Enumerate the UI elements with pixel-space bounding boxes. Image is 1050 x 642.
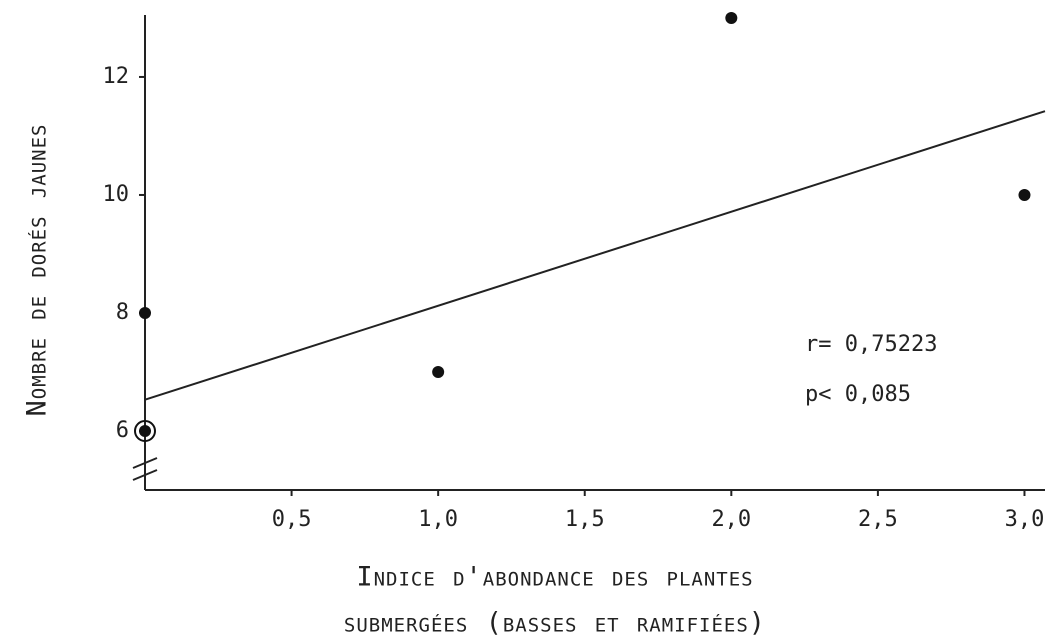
x-tick-label: 1,0: [418, 507, 458, 532]
annotation: r= 0,75223: [805, 332, 937, 357]
x-tick-label: 0,5: [272, 507, 312, 532]
x-tick-label: 1,5: [565, 507, 605, 532]
y-tick-label: 6: [116, 418, 129, 443]
point: [1018, 188, 1031, 201]
trend-line: [144, 110, 1046, 401]
point: [725, 11, 738, 24]
x-tick-label: 2,5: [858, 507, 898, 532]
point: [139, 306, 151, 319]
point-ring: [134, 419, 156, 442]
annotation: p< 0,085: [805, 382, 911, 407]
y-tick-label: 8: [116, 300, 129, 325]
point: [432, 365, 445, 378]
point: [139, 424, 151, 437]
axis-break: [132, 469, 158, 481]
y-tick-label: 10: [103, 182, 130, 207]
x-axis-label: submergées (basses et ramifiées): [344, 608, 766, 639]
x-tick-label: 3,0: [1005, 507, 1045, 532]
y-axis-label: Nombre de dorés jaunes: [22, 124, 53, 417]
x-tick-label: 2,0: [711, 507, 751, 532]
y-tick-label: 12: [103, 64, 130, 89]
axis-break: [132, 457, 158, 469]
x-axis-label: Indice d'abondance des plantes: [356, 562, 753, 593]
